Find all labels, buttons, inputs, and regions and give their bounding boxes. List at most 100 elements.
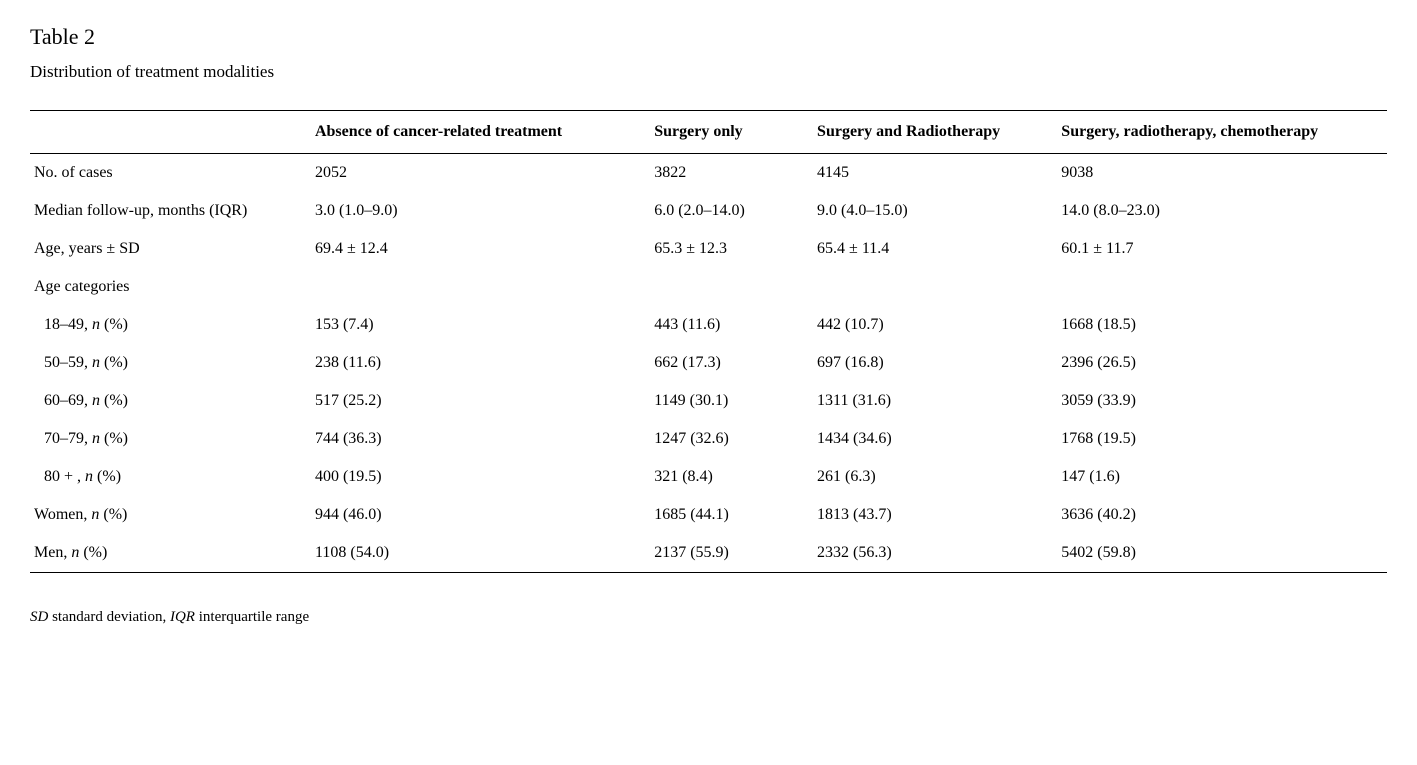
- row-label-ital: n: [92, 430, 100, 447]
- row-label-ital: n: [85, 468, 93, 485]
- table-cell: 5402 (59.8): [1061, 534, 1387, 573]
- row-label-post: (%): [99, 506, 127, 523]
- row-label-pre: 50–59,: [44, 354, 92, 371]
- table-row: Women, n (%)944 (46.0)1685 (44.1)1813 (4…: [30, 496, 1387, 534]
- table-row: Age categories: [30, 268, 1387, 306]
- table-cell: 944 (46.0): [315, 496, 654, 534]
- table-cell: 147 (1.6): [1061, 458, 1387, 496]
- table-cell: 65.4 ± 11.4: [817, 230, 1061, 268]
- table-cell: 69.4 ± 12.4: [315, 230, 654, 268]
- table-cell: 3059 (33.9): [1061, 382, 1387, 420]
- row-label: 18–49, n (%): [30, 306, 315, 344]
- table-cell: 517 (25.2): [315, 382, 654, 420]
- table-cell: 443 (11.6): [654, 306, 817, 344]
- row-label-post: (%): [100, 430, 128, 447]
- row-label: Age, years ± SD: [30, 230, 315, 268]
- table-row: Median follow-up, months (IQR)3.0 (1.0–9…: [30, 192, 1387, 230]
- table-cell: 2137 (55.9): [654, 534, 817, 573]
- table-cell: 3.0 (1.0–9.0): [315, 192, 654, 230]
- table-cell: 6.0 (2.0–14.0): [654, 192, 817, 230]
- table-row: 80 + , n (%)400 (19.5)321 (8.4)261 (6.3)…: [30, 458, 1387, 496]
- table-cell: 2396 (26.5): [1061, 344, 1387, 382]
- table-cell: 153 (7.4): [315, 306, 654, 344]
- row-label-post: (%): [100, 392, 128, 409]
- table-cell: 321 (8.4): [654, 458, 817, 496]
- table-cell: 1434 (34.6): [817, 420, 1061, 458]
- col-header-surgery-radio: Surgery and Radiotherapy: [817, 111, 1061, 154]
- table-cell: 1311 (31.6): [817, 382, 1061, 420]
- row-label-pre: 70–79,: [44, 430, 92, 447]
- table-cell: 744 (36.3): [315, 420, 654, 458]
- table-cell: [315, 268, 654, 306]
- table-cell: 662 (17.3): [654, 344, 817, 382]
- table-row: 50–59, n (%)238 (11.6)662 (17.3)697 (16.…: [30, 344, 1387, 382]
- row-label-pre: 80 + ,: [44, 468, 85, 485]
- table-cell: 261 (6.3): [817, 458, 1061, 496]
- table-cell: [817, 268, 1061, 306]
- table-row: 18–49, n (%)153 (7.4)443 (11.6)442 (10.7…: [30, 306, 1387, 344]
- row-label: Median follow-up, months (IQR): [30, 192, 315, 230]
- col-header-absence: Absence of cancer-related treatment: [315, 111, 654, 154]
- footnote-text-sd: standard deviation,: [48, 609, 170, 625]
- row-label: 50–59, n (%): [30, 344, 315, 382]
- table-cell: 238 (11.6): [315, 344, 654, 382]
- table-caption: Distribution of treatment modalities: [30, 62, 1387, 82]
- row-label-pre: 60–69,: [44, 392, 92, 409]
- table-row: 70–79, n (%)744 (36.3)1247 (32.6)1434 (3…: [30, 420, 1387, 458]
- col-header-surgery-radio-chemo: Surgery, radiotherapy, chemotherapy: [1061, 111, 1387, 154]
- table-cell: 442 (10.7): [817, 306, 1061, 344]
- table-cell: 4145: [817, 154, 1061, 193]
- table-row: Men, n (%)1108 (54.0)2137 (55.9)2332 (56…: [30, 534, 1387, 573]
- row-label: 70–79, n (%): [30, 420, 315, 458]
- row-label-pre: 18–49,: [44, 316, 92, 333]
- row-label: Men, n (%): [30, 534, 315, 573]
- treatment-modalities-table: Absence of cancer-related treatment Surg…: [30, 110, 1387, 573]
- footnote-abbr-sd: SD: [30, 609, 48, 625]
- table-number: Table 2: [30, 24, 1387, 50]
- table-cell: 14.0 (8.0–23.0): [1061, 192, 1387, 230]
- table-body: No. of cases2052382241459038Median follo…: [30, 154, 1387, 573]
- table-cell: 3636 (40.2): [1061, 496, 1387, 534]
- table-cell: 3822: [654, 154, 817, 193]
- row-label-post: (%): [93, 468, 121, 485]
- row-label: Women, n (%): [30, 496, 315, 534]
- row-label: No. of cases: [30, 154, 315, 193]
- table-cell: 1685 (44.1): [654, 496, 817, 534]
- table-cell: 1813 (43.7): [817, 496, 1061, 534]
- table-cell: 1108 (54.0): [315, 534, 654, 573]
- table-cell: 9038: [1061, 154, 1387, 193]
- col-header-surgery-only: Surgery only: [654, 111, 817, 154]
- row-label-pre: Women,: [34, 506, 91, 523]
- row-label-ital: n: [92, 354, 100, 371]
- row-label-pre: Men,: [34, 544, 71, 561]
- row-label-post: (%): [100, 316, 128, 333]
- table-cell: 1247 (32.6): [654, 420, 817, 458]
- table-row: Age, years ± SD69.4 ± 12.465.3 ± 12.365.…: [30, 230, 1387, 268]
- table-cell: 2332 (56.3): [817, 534, 1061, 573]
- table-cell: 2052: [315, 154, 654, 193]
- table-cell: 1668 (18.5): [1061, 306, 1387, 344]
- table-header-row: Absence of cancer-related treatment Surg…: [30, 111, 1387, 154]
- table-row: No. of cases2052382241459038: [30, 154, 1387, 193]
- col-header-empty: [30, 111, 315, 154]
- table-cell: 697 (16.8): [817, 344, 1061, 382]
- table-row: 60–69, n (%)517 (25.2)1149 (30.1)1311 (3…: [30, 382, 1387, 420]
- table-cell: [654, 268, 817, 306]
- footnote-text-iqr: interquartile range: [195, 609, 309, 625]
- row-label-post: (%): [79, 544, 107, 561]
- row-label-ital: n: [92, 316, 100, 333]
- table-footnote: SD standard deviation, IQR interquartile…: [30, 609, 1387, 626]
- table-cell: 65.3 ± 12.3: [654, 230, 817, 268]
- table-cell: 400 (19.5): [315, 458, 654, 496]
- table-cell: 1768 (19.5): [1061, 420, 1387, 458]
- table-cell: [1061, 268, 1387, 306]
- row-label: Age categories: [30, 268, 315, 306]
- table-cell: 60.1 ± 11.7: [1061, 230, 1387, 268]
- row-label: 60–69, n (%): [30, 382, 315, 420]
- row-label-post: (%): [100, 354, 128, 371]
- row-label-ital: n: [92, 392, 100, 409]
- table-cell: 9.0 (4.0–15.0): [817, 192, 1061, 230]
- table-cell: 1149 (30.1): [654, 382, 817, 420]
- row-label: 80 + , n (%): [30, 458, 315, 496]
- footnote-abbr-iqr: IQR: [170, 609, 195, 625]
